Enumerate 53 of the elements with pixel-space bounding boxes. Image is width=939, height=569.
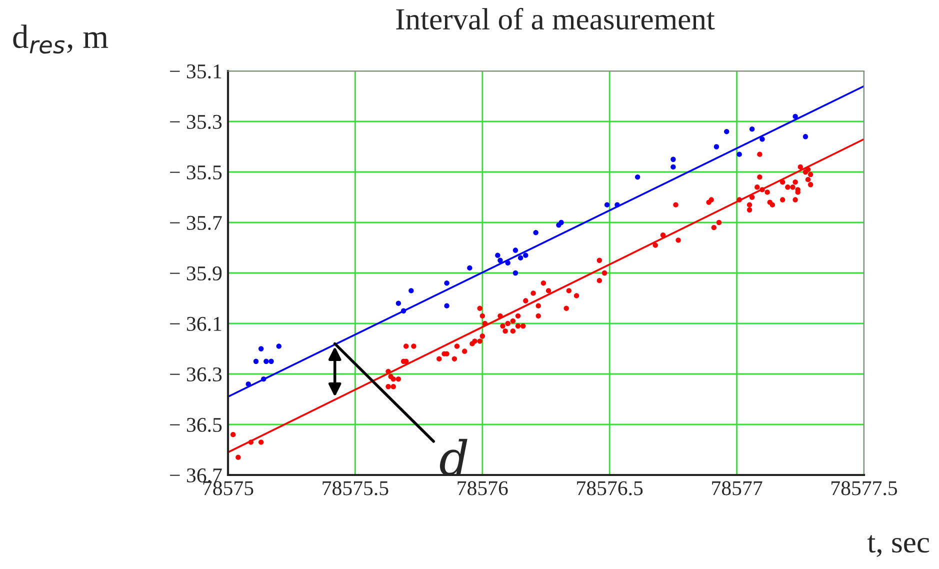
y-tick-label: − 35.3 xyxy=(170,114,222,130)
y-tick-label: − 35.7 xyxy=(170,216,222,230)
y-tick-label: − 36.5 xyxy=(170,418,222,432)
point xyxy=(444,303,450,308)
point xyxy=(533,230,538,236)
point xyxy=(802,134,808,140)
point xyxy=(495,252,500,258)
point xyxy=(512,270,518,276)
point xyxy=(505,260,510,266)
point xyxy=(258,346,264,352)
y-tick-label: − 35.9 xyxy=(170,266,222,281)
point xyxy=(408,288,414,294)
point xyxy=(614,202,620,208)
y-tick-label: − 35.5 xyxy=(170,165,222,180)
point xyxy=(792,114,798,120)
x-tick-label: 78577 xyxy=(712,481,762,496)
x-tick-label: 78575.5 xyxy=(322,481,388,496)
x-tick-label: 78575 xyxy=(203,481,254,496)
x-tick-label: 78576.5 xyxy=(577,481,643,496)
point xyxy=(467,265,472,271)
point xyxy=(749,126,755,132)
y-axis-title: d$_{res}$, m xyxy=(13,24,108,54)
point xyxy=(724,129,730,134)
point xyxy=(523,252,528,258)
point xyxy=(512,248,518,253)
point xyxy=(760,136,765,142)
chart-title: Interval of a measurement xyxy=(396,8,715,30)
point xyxy=(604,202,610,208)
x-tick-label: 78577.5 xyxy=(832,481,898,496)
point xyxy=(736,152,742,157)
y-tick-label: − 36.1 xyxy=(170,316,222,332)
point xyxy=(396,300,402,306)
x-tick-label: 78576 xyxy=(458,481,508,496)
point xyxy=(264,358,269,364)
y-tick-label: − 36.7 xyxy=(170,468,222,483)
point xyxy=(634,174,640,180)
point xyxy=(276,344,282,349)
point xyxy=(268,358,274,364)
point xyxy=(670,164,676,170)
point xyxy=(518,255,524,260)
point xyxy=(261,376,266,382)
point xyxy=(246,382,251,387)
point xyxy=(714,144,720,150)
annotation: d xyxy=(440,438,468,476)
point xyxy=(498,258,503,263)
point xyxy=(670,156,676,162)
y-tick-label: − 35.1 xyxy=(170,64,222,79)
point xyxy=(444,280,450,286)
x-axis-title: t, sec xyxy=(868,535,930,558)
point xyxy=(400,308,406,314)
point xyxy=(253,358,259,364)
y-tick-label: − 36.3 xyxy=(170,367,222,382)
point xyxy=(558,220,564,226)
